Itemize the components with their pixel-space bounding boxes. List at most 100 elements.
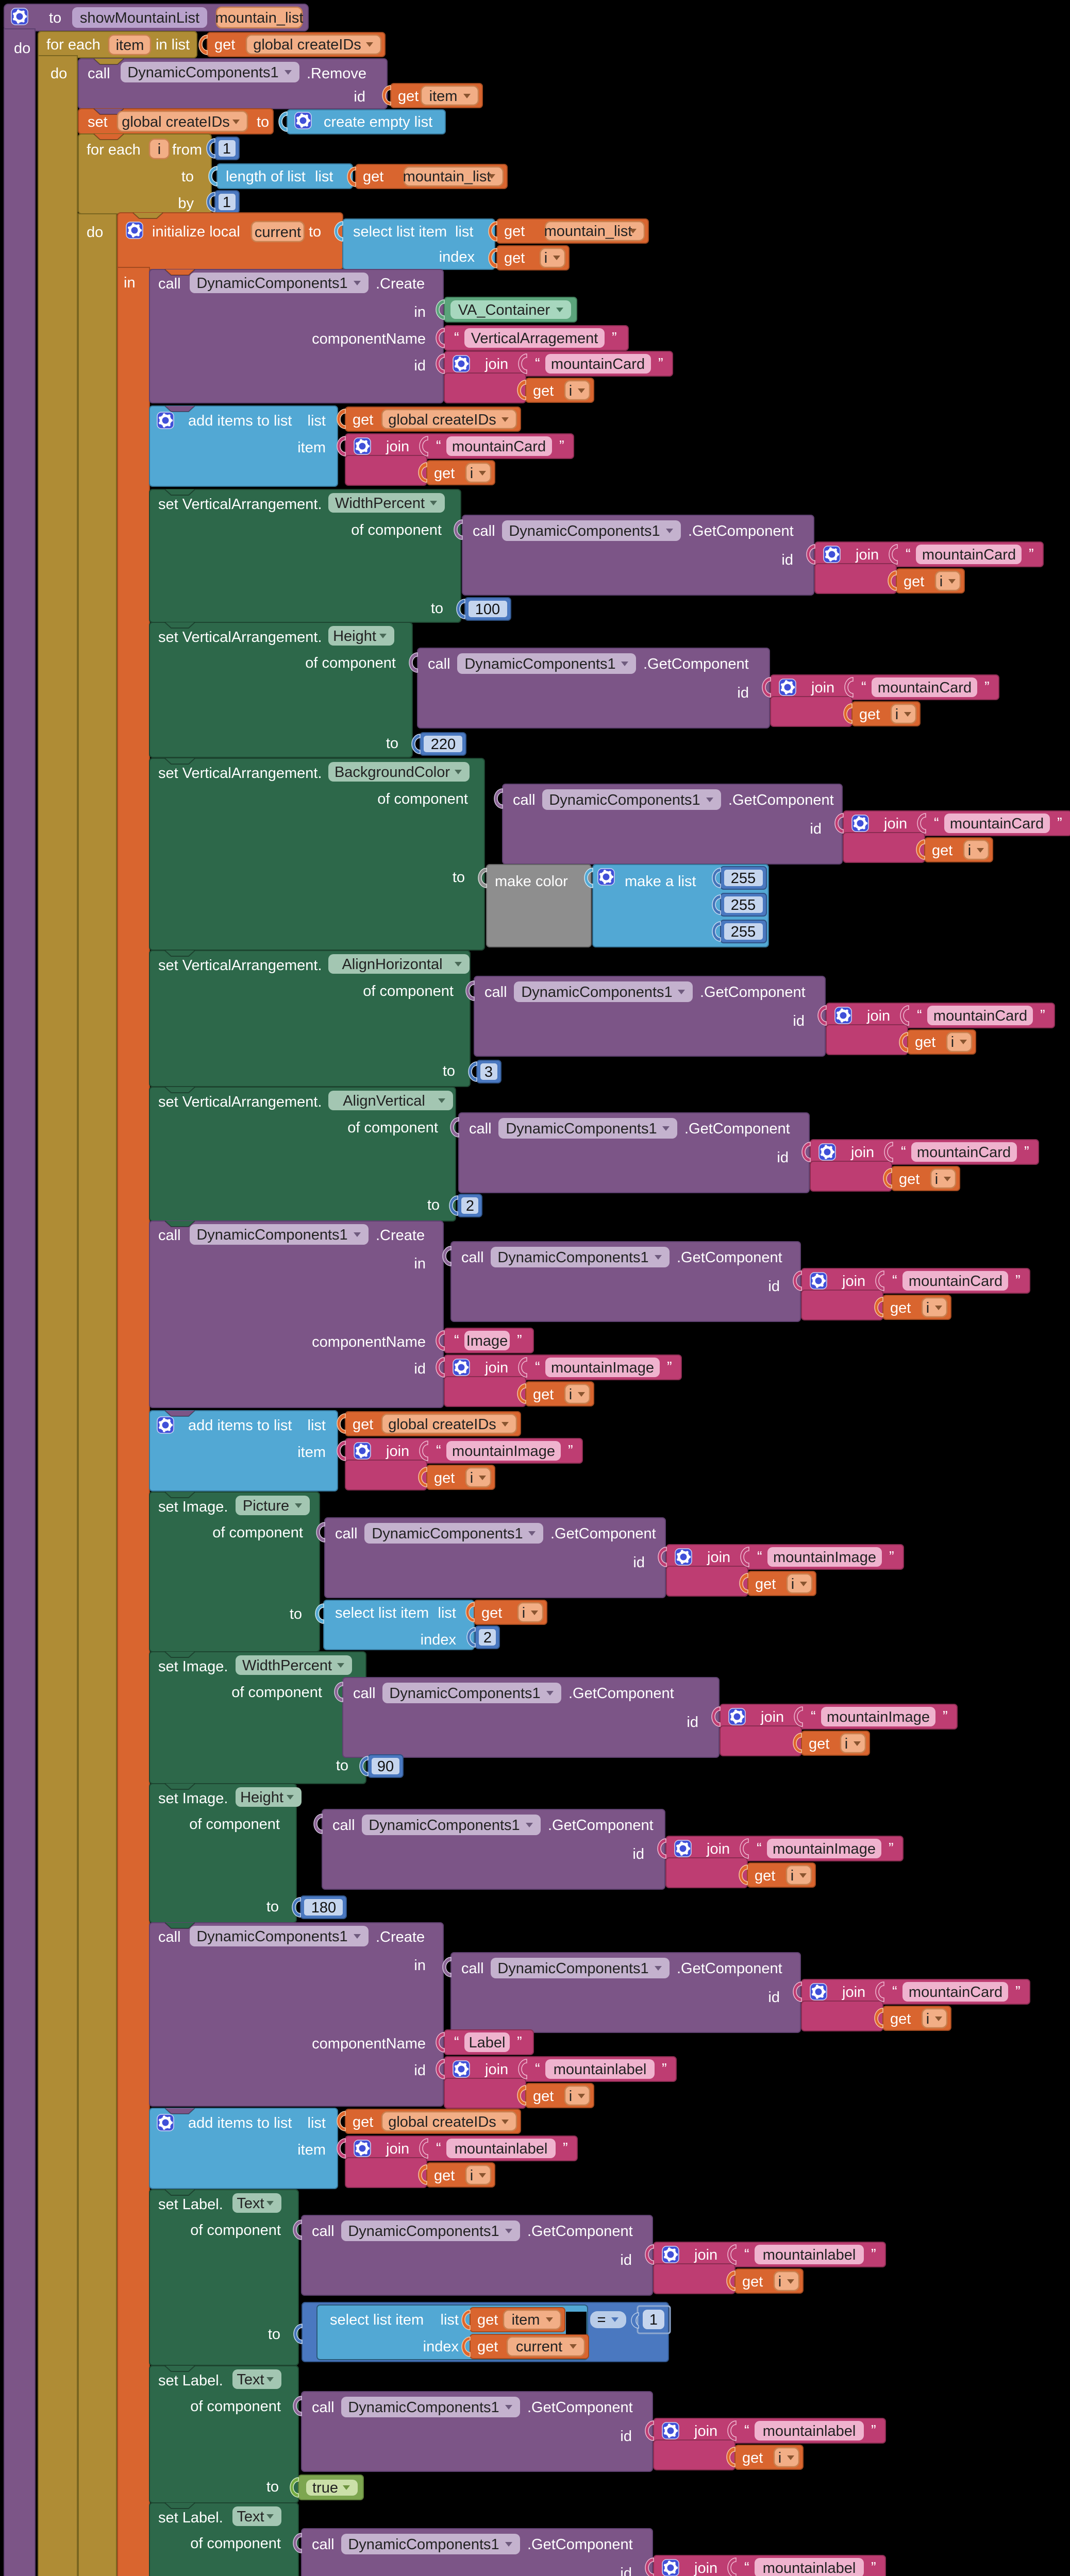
svg-text:2: 2 [466,1198,474,1214]
svg-text:“: “ [436,438,441,454]
svg-text:set VerticalArrangement.: set VerticalArrangement. [158,1094,322,1110]
svg-text:get: get [932,842,952,859]
svg-text:set VerticalArrangement.: set VerticalArrangement. [158,629,322,646]
svg-text:DynamicComponents1: DynamicComponents1 [196,1227,347,1243]
svg-text:mountain_list: mountain_list [403,168,491,185]
svg-text:get: get [533,2088,554,2105]
svg-text:i: i [569,2088,572,2105]
svg-text:add items to list: add items to list [188,2115,292,2131]
svg-text:call: call [312,2223,335,2240]
svg-text:item: item [297,439,326,456]
svg-text:call: call [473,523,495,539]
svg-text:.GetComponent: .GetComponent [684,1121,790,1137]
svg-text:id: id [620,2252,632,2268]
svg-text:DynamicComponents1: DynamicComponents1 [348,2223,499,2240]
svg-text:index: index [439,249,475,265]
svg-text:“: “ [934,815,939,832]
svg-text:initialize local: initialize local [152,224,240,240]
svg-text:2: 2 [483,1630,492,1646]
svg-text:join: join [484,1360,508,1376]
svg-text:to: to [386,735,398,752]
svg-text:VA_Container: VA_Container [458,302,550,318]
svg-text:get: get [533,1386,554,1403]
svg-text:mountainImage: mountainImage [773,1549,876,1566]
svg-text:add items to list: add items to list [188,1417,292,1434]
svg-text:180: 180 [311,1900,336,1916]
svg-text:”: ” [943,1708,948,1725]
svg-text:join: join [760,1709,784,1725]
svg-text:“: “ [436,2140,441,2157]
svg-text:call: call [158,1929,181,1945]
svg-text:join: join [855,547,879,563]
svg-text:i: i [470,1470,473,1486]
svg-text:list: list [308,413,326,429]
svg-text:get: get [899,1171,919,1188]
svg-text:255: 255 [731,924,756,940]
svg-text:”: ” [889,1549,894,1565]
svg-text:i: i [968,842,971,859]
svg-text:list: list [441,2312,459,2328]
svg-text:set: set [88,114,108,130]
svg-text:of component: of component [231,1684,322,1701]
svg-text:join: join [707,1549,730,1566]
svg-text:current: current [255,224,301,241]
svg-text:BackgroundColor: BackgroundColor [335,764,450,781]
svg-text:.Create: .Create [376,276,425,292]
svg-text:join: join [706,1841,730,1857]
svg-text:”: ” [1040,1007,1045,1024]
svg-text:to: to [266,2479,279,2495]
svg-text:DynamicComponents1: DynamicComponents1 [497,1960,648,1977]
svg-text:get: get [353,2114,373,2130]
svg-text:Height: Height [333,628,376,645]
svg-text:.GetComponent: .GetComponent [569,1685,674,1702]
svg-text:id: id [737,685,749,701]
svg-text:item: item [297,2142,326,2158]
svg-text:join: join [842,1273,865,1290]
svg-text:.GetComponent: .GetComponent [548,1817,654,1834]
svg-text:join: join [386,2141,409,2157]
svg-text:mountainlabel: mountainlabel [763,2560,856,2576]
svg-text:mountainCard: mountainCard [878,680,972,696]
svg-text:current: current [516,2338,562,2355]
svg-text:get: get [214,37,235,53]
svg-text:get: get [504,250,525,266]
svg-text:to: to [336,1757,348,1774]
svg-text:join: join [694,2560,717,2576]
svg-text:.GetComponent: .GetComponent [728,792,834,808]
svg-text:id: id [781,552,793,568]
svg-text:id: id [633,1554,645,1571]
svg-text:“: “ [454,1332,459,1349]
svg-text:id: id [768,1989,780,2006]
svg-text:“: “ [917,1007,922,1024]
svg-text:item: item [116,37,144,54]
svg-text:get: get [742,2274,763,2290]
svg-text:mountainImage: mountainImage [827,1709,930,1725]
svg-text:select list item: select list item [330,2312,424,2328]
svg-text:set Image.: set Image. [158,1790,228,1807]
svg-text:to: to [181,168,194,185]
svg-text:“: “ [744,2422,749,2439]
svg-text:id: id [810,821,822,837]
svg-text:”: ” [563,2140,568,2157]
svg-text:“: “ [744,2560,749,2576]
svg-text:mountainCard: mountainCard [917,1144,1011,1161]
svg-text:i: i [845,1736,848,1752]
svg-text:call: call [332,1817,355,1834]
svg-text:.Create: .Create [376,1227,425,1244]
svg-text:DynamicComponents1: DynamicComponents1 [372,1526,523,1542]
svg-text:make a list: make a list [625,873,696,890]
svg-text:id: id [620,2428,632,2445]
svg-text:join: join [386,1443,409,1460]
svg-text:VerticalArragement: VerticalArragement [471,330,598,347]
svg-text:Text: Text [237,2509,264,2525]
svg-text:DynamicComponents1: DynamicComponents1 [497,1249,648,1266]
svg-text:i: i [470,465,473,482]
svg-text:“: “ [757,1549,762,1565]
svg-text:get: get [434,2167,455,2184]
svg-text:to: to [453,869,465,886]
svg-text:id: id [620,2565,632,2576]
svg-text:componentName: componentName [312,331,426,347]
svg-text:Text: Text [237,2195,264,2212]
svg-text:call: call [353,1685,376,1702]
svg-text:set Label.: set Label. [158,2372,223,2389]
